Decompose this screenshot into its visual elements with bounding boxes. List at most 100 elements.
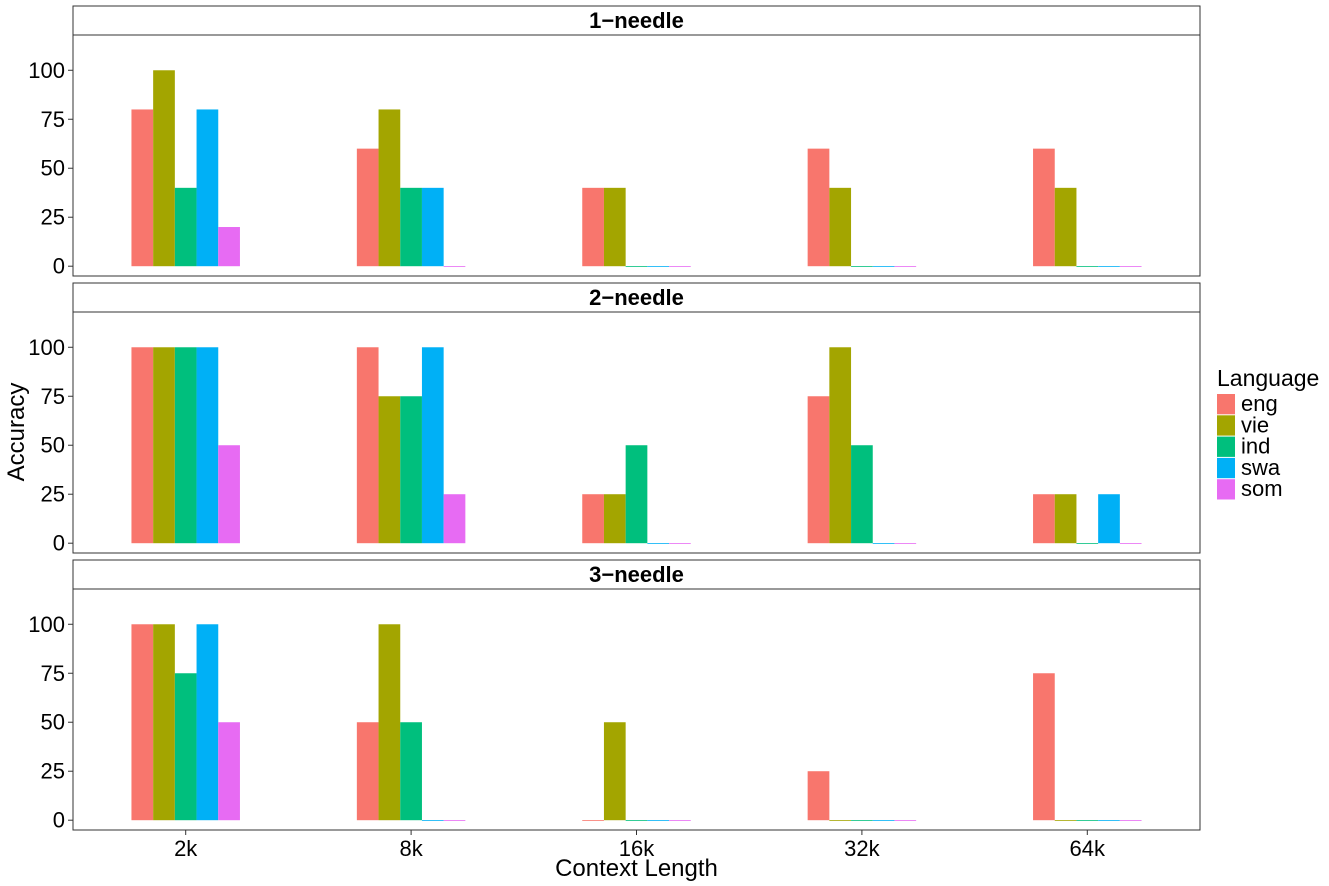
bar-ind [174, 673, 197, 821]
bar-ind [625, 820, 648, 822]
bar-swa [647, 543, 670, 545]
bar-ind [174, 187, 197, 267]
bar-som [894, 266, 917, 268]
bar-swa [872, 543, 895, 545]
legend-label-som: som [1241, 476, 1283, 501]
legend-title: Language [1217, 365, 1319, 391]
bar-ind [1076, 266, 1099, 268]
bar-vie [603, 722, 626, 821]
bar-som [894, 543, 917, 545]
bar-vie [378, 109, 401, 267]
bar-som [218, 445, 240, 544]
bar-som [894, 820, 917, 822]
bar-swa [647, 820, 670, 822]
bar-vie [378, 624, 401, 821]
bar-ind [851, 266, 873, 268]
facet-strip [72, 559, 1201, 590]
bar-vie [829, 187, 852, 267]
y-tick-label: 75 [41, 661, 65, 686]
bar-swa [1098, 820, 1120, 822]
x-axis-title: Context Length [555, 855, 718, 882]
bar-ind [625, 266, 648, 268]
bar-eng [807, 396, 830, 544]
y-tick-label: 75 [41, 384, 65, 409]
bar-swa [421, 820, 444, 822]
bar-som [669, 543, 691, 545]
bar-eng [807, 148, 830, 267]
bar-vie [1054, 820, 1077, 822]
bar-som [443, 820, 466, 822]
legend-label-swa: swa [1241, 455, 1281, 480]
bar-ind [625, 445, 648, 544]
x-tick-label: 8k [399, 836, 423, 861]
y-tick-label: 25 [41, 759, 65, 784]
bar-eng [1033, 148, 1055, 267]
bar-swa [196, 347, 219, 544]
bar-eng [356, 722, 379, 821]
x-tick-label: 64k [1070, 836, 1106, 861]
bar-swa [421, 347, 444, 544]
legend-swatch-vie [1217, 415, 1235, 436]
facet-title: 1−needle [589, 8, 684, 33]
legend-swatch-eng [1217, 394, 1235, 415]
bar-eng [582, 494, 604, 544]
bar-som [218, 227, 240, 267]
bar-som [1119, 266, 1142, 268]
bar-eng [131, 347, 154, 544]
bar-som [443, 266, 466, 268]
bar-eng [131, 109, 154, 267]
bar-swa [1098, 266, 1120, 268]
y-tick-label: 0 [53, 531, 65, 556]
legend-label-vie: vie [1241, 412, 1269, 437]
bar-ind [851, 445, 873, 544]
bar-ind [400, 396, 422, 544]
bar-swa [196, 624, 219, 821]
panel-border [72, 311, 1201, 554]
bar-ind [1076, 820, 1099, 822]
bar-som [1119, 543, 1142, 545]
panel-border [72, 588, 1201, 831]
bar-som [1119, 820, 1142, 822]
bar-som [218, 722, 240, 821]
y-tick-label: 100 [28, 58, 65, 83]
y-tick-label: 100 [28, 335, 65, 360]
bar-ind [851, 820, 873, 822]
bar-vie [603, 494, 626, 544]
bar-vie [1054, 187, 1077, 267]
y-tick-label: 50 [41, 433, 65, 458]
bar-eng [1033, 673, 1055, 821]
y-tick-label: 100 [28, 612, 65, 637]
facet-strip [72, 5, 1201, 36]
y-tick-label: 50 [41, 156, 65, 181]
bar-ind [174, 347, 197, 544]
bar-som [443, 494, 466, 544]
bar-vie [153, 624, 175, 821]
y-tick-label: 50 [41, 710, 65, 735]
y-tick-label: 75 [41, 107, 65, 132]
y-tick-label: 25 [41, 482, 65, 507]
bar-ind [1076, 543, 1099, 545]
y-tick-label: 0 [53, 808, 65, 833]
bar-eng [582, 187, 604, 267]
facet-title: 2−needle [589, 285, 684, 310]
legend-label-ind: ind [1241, 434, 1270, 459]
bar-eng [1033, 494, 1055, 544]
legend-swatch-som [1217, 479, 1235, 500]
x-tick-label: 16k [619, 836, 655, 861]
bar-eng [356, 347, 379, 544]
bar-ind [400, 187, 422, 267]
bar-eng [356, 148, 379, 267]
legend-label-eng: eng [1241, 391, 1278, 416]
bar-vie [378, 396, 401, 544]
x-tick-label: 32k [844, 836, 880, 861]
panel-border [72, 34, 1201, 277]
legend-swatch-swa [1217, 457, 1235, 479]
bar-eng [807, 771, 830, 821]
bar-swa [647, 266, 670, 268]
bar-eng [582, 820, 604, 822]
y-tick-label: 0 [53, 254, 65, 279]
bar-vie [153, 347, 175, 544]
bar-vie [829, 347, 852, 544]
bar-swa [196, 109, 219, 267]
